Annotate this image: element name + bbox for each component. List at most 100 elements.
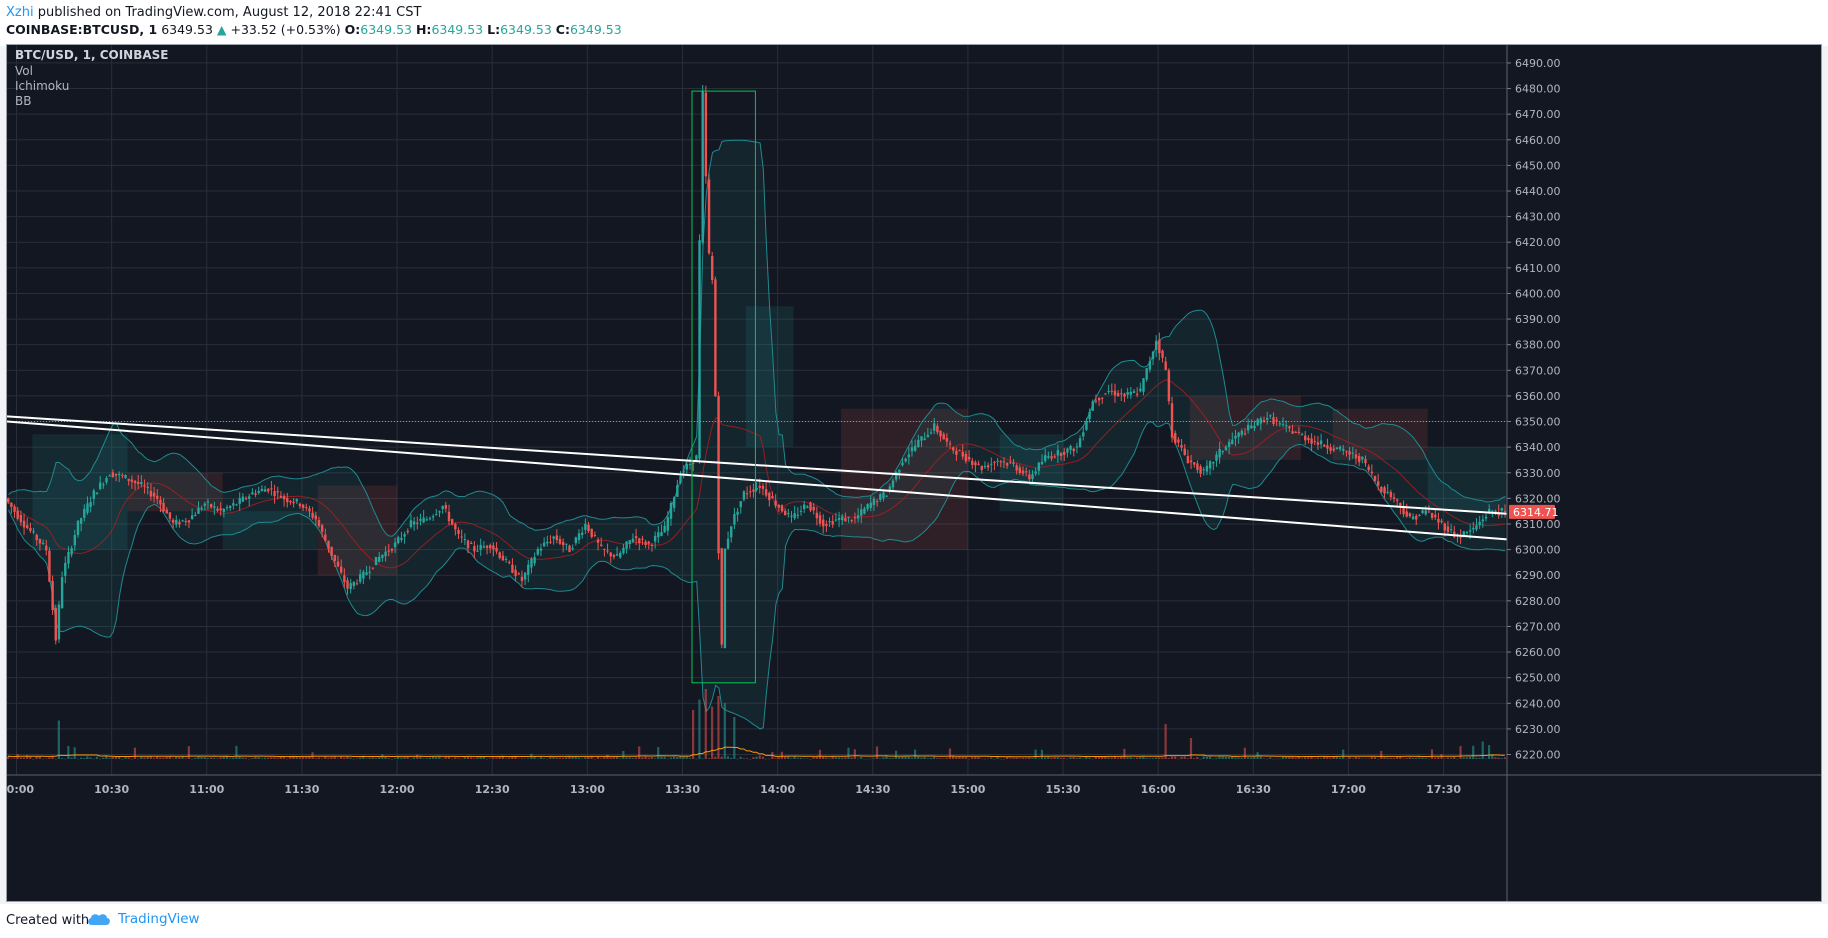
volume-bar [593,758,596,760]
volume-bar [568,756,571,759]
volume-bar [1224,756,1227,759]
volume-bar [1034,749,1037,759]
volume-bar [948,748,952,759]
volume-bar [520,758,523,759]
candle-body [1183,448,1186,455]
volume-bar [441,758,444,760]
candle-body [1269,415,1272,417]
candle-body [758,485,761,488]
candle-body [720,548,723,645]
candle-body [254,493,257,495]
candle-body [647,541,650,544]
candle-body [400,537,403,540]
volume-bar [470,757,473,759]
volume-bar [1335,756,1338,759]
candle-body [558,538,562,544]
candle-body [29,527,32,531]
candle-body [866,504,869,510]
volume-bar [910,757,914,759]
candle-body [1196,463,1199,470]
volume-bar [1456,758,1459,760]
candle-body [438,511,441,513]
candle-body [95,492,99,495]
candle-body [1411,516,1415,520]
candle-body [1491,510,1494,512]
candle-body [1180,445,1183,448]
candle-body [698,240,701,459]
candle-body [162,503,165,512]
volume-bar [745,758,749,759]
volume-bar [70,757,73,759]
candle-body [1215,454,1218,461]
y-tick-label: 6290.00 [1515,569,1561,582]
candle-body [752,489,755,492]
candle-body [1199,466,1202,474]
candle-body [1059,453,1063,456]
candle-body [1361,456,1364,460]
price-chart[interactable]: 6220.00 6230.00 6240.00 6250.00 6260.00 6270.… [7,45,1821,901]
candle-body [190,515,194,519]
volume-bar [1177,758,1180,760]
volume-bar [320,758,324,759]
volume-bar [425,758,428,759]
candle-body [1193,462,1196,465]
candle-body [1202,469,1205,471]
volume-bar [790,758,793,759]
candle-body [828,521,831,523]
volume-bar [1189,738,1193,759]
volume-bar [523,758,527,760]
chart-area[interactable]: 6220.00 6230.00 6240.00 6250.00 6260.00 6270.… [6,44,1822,902]
candle-body [580,532,584,535]
x-tick-label: 16:30 [1236,783,1271,796]
candle-body [171,519,175,523]
candle-body [1376,481,1380,486]
volume-bar [235,745,238,759]
volume-bar [450,758,454,760]
author-link[interactable]: Xzhi [6,5,34,20]
candle-body [1307,437,1310,441]
candle-body [428,518,432,520]
volume-bar [1123,748,1126,759]
candle-body [130,479,134,482]
candle-body [38,539,42,544]
candle-body [863,508,866,514]
candle-body [114,473,118,476]
volume-bar [352,758,355,760]
candle-body [267,488,270,492]
candle-body [317,520,321,527]
volume-bar [1424,758,1427,759]
candle-body [1018,467,1022,474]
candle-body [644,541,647,546]
candle-body [942,434,945,440]
volume-bar [996,757,999,759]
candle-body [1237,432,1240,437]
volume-bar [102,757,105,759]
volume-bar [1462,757,1465,759]
candle-body [955,450,958,455]
candle-body [425,519,429,521]
tradingview-logo-link[interactable]: TradingView [86,911,200,927]
volume-bar [961,756,964,759]
x-tick-label: 12:00 [380,783,415,796]
low-value: 6349.53 [500,22,552,37]
volume-bar [454,757,457,759]
candle-body [454,524,457,530]
candle-body [203,503,207,506]
volume-bar [850,757,853,759]
candle-body [102,484,105,486]
volume-bar [279,757,282,759]
volume-bar [73,747,76,759]
volume-bar [137,758,140,760]
volume-bar [879,758,882,759]
volume-bar [606,755,609,759]
volume-bar [577,757,581,759]
candle-body [1500,508,1504,511]
last-price: 6349.53 [161,22,213,37]
candle-body [986,465,990,468]
candle-body [238,498,241,504]
volume-bar [95,756,98,759]
volume-bar [853,749,856,759]
candle-body [1227,441,1231,447]
y-tick-label: 6470.00 [1515,108,1561,121]
candle-body [872,498,876,505]
